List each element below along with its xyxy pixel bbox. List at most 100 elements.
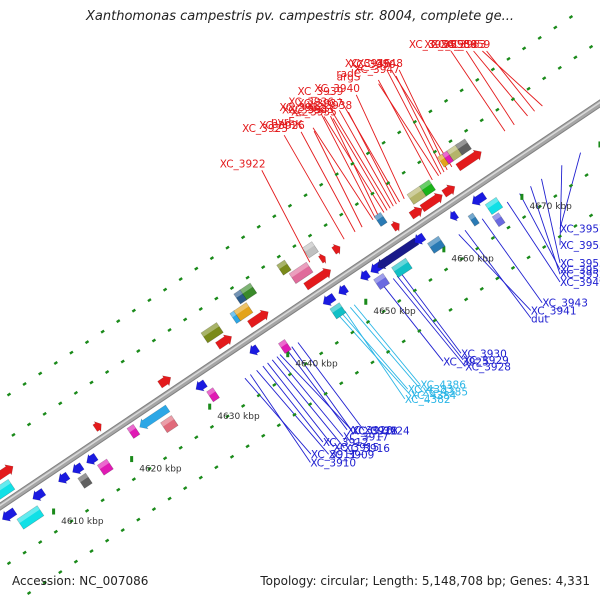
scale-dot (385, 349, 391, 354)
gene-label[interactable]: XC_3921 (352, 426, 398, 438)
scale-dot (448, 139, 453, 144)
gene-label[interactable]: XC_3953 (560, 258, 600, 270)
label-leader (506, 201, 561, 283)
gene-label[interactable]: XC_3959 (445, 39, 491, 51)
scale-dot (58, 401, 63, 406)
gene-label[interactable]: XC_3920 (347, 425, 393, 437)
gene-label[interactable]: XC_3910 (310, 457, 356, 469)
scale-dot (323, 223, 328, 228)
gene-label[interactable]: radC (336, 68, 361, 80)
gene-label[interactable]: XC_3933 (288, 104, 334, 116)
label-leader (300, 131, 356, 233)
scale-dot (292, 244, 297, 249)
gene-label[interactable]: XC_3963 (440, 39, 486, 51)
scale-dot (276, 254, 281, 259)
scale-dot (26, 591, 32, 596)
label-leader (464, 229, 532, 319)
gene-label[interactable]: XC_3928 (465, 362, 511, 374)
gene-feature (441, 150, 454, 165)
gene-label[interactable]: XC_3909 (329, 449, 375, 461)
scale-dot (588, 44, 594, 49)
label-leader (355, 94, 405, 200)
gene-label[interactable]: XC_3917 (343, 432, 389, 444)
gene-label[interactable]: XC_3958 (432, 39, 478, 51)
gene-label[interactable]: XC_3954 (409, 39, 455, 51)
scale-dot (131, 308, 137, 313)
label-leader (486, 50, 535, 112)
scale-dot (510, 265, 516, 270)
gene-feature (322, 292, 337, 306)
gene-label[interactable]: XC_3952 (560, 269, 600, 281)
gene-label[interactable]: XC_3924 (364, 425, 410, 437)
gene-label[interactable]: XC_3946 (345, 58, 391, 70)
gene-label[interactable]: XC_3956 (424, 39, 470, 51)
gene-label[interactable]: XC_3916 (344, 443, 390, 455)
scale-dot (287, 203, 293, 208)
gene-label[interactable]: XC_3923 (242, 123, 288, 135)
scale-dot (104, 538, 110, 543)
label-leader (349, 307, 423, 392)
gene-label[interactable]: XC_3948 (357, 58, 403, 70)
scale-dot (557, 65, 562, 70)
gene-label[interactable]: XC_3938 (306, 100, 352, 112)
scale-dot (6, 392, 12, 397)
gene-label[interactable]: dut (531, 313, 548, 325)
scale-dot (557, 234, 562, 239)
scale-dot (229, 454, 235, 459)
gene-feature (72, 462, 85, 475)
label-leader (262, 365, 324, 443)
gene-label[interactable]: XC_3951 (560, 265, 600, 277)
gene-label[interactable]: XC_3929 (463, 355, 509, 367)
gene-label[interactable]: XC_3941 (531, 305, 577, 317)
gene-label[interactable]: XC_4385 (422, 386, 468, 398)
scale-dot (276, 423, 281, 428)
gene-label[interactable]: XC_3947 (354, 64, 400, 76)
gene-label[interactable]: XC_3911 (311, 449, 357, 461)
gene-label[interactable]: XC_3934 (282, 104, 328, 116)
gene-label[interactable]: XC_3950 (350, 59, 396, 71)
scale-dot (89, 549, 94, 554)
gene-feature (58, 471, 71, 484)
gene-feature (471, 191, 488, 206)
gene-label[interactable]: XC_3915 (334, 442, 380, 454)
scale-tick-mark (208, 403, 212, 410)
gene-label[interactable]: XC_3932 (279, 102, 325, 114)
gene-label[interactable]: XC_3918 (352, 426, 398, 438)
gene-label[interactable]: XC_3937 (297, 98, 343, 110)
scale-dot (521, 215, 527, 220)
gene-label[interactable]: XC_3926 (259, 120, 305, 132)
scale-dot (354, 370, 360, 375)
gene-label[interactable]: XC_3957 (560, 224, 600, 236)
gene-label[interactable]: XC_3939 (298, 86, 344, 98)
scale-dot (412, 288, 418, 293)
gene-label[interactable]: XC_3949 (560, 277, 600, 289)
gene-feature (195, 379, 208, 392)
scale-dot (479, 118, 484, 123)
scale-dot (147, 466, 152, 471)
gene-feature (484, 196, 504, 216)
gene-label[interactable]: argS (337, 72, 361, 84)
gene-label[interactable]: XC_4383 (408, 384, 454, 396)
scale-dot (229, 286, 235, 291)
scale-dot (448, 307, 453, 312)
gene-label[interactable]: pyrE (271, 116, 295, 128)
gene-label[interactable]: XC_3940 (314, 83, 360, 95)
scale-dot (100, 498, 105, 503)
scale-dot (350, 330, 355, 335)
gene-label[interactable]: XC_4382 (405, 394, 451, 406)
scale-dot (183, 486, 188, 491)
gene-label[interactable]: XC_3936 (288, 96, 334, 108)
gene-label[interactable]: XC_3943 (542, 298, 588, 310)
gene-label[interactable]: anmK (272, 119, 303, 131)
gene-label[interactable]: XC_4386 (420, 380, 466, 392)
gene-label[interactable]: XC_3955 (560, 240, 600, 252)
gene-label[interactable]: XC_3925 (443, 356, 489, 368)
gene-label[interactable]: XC_3922 (220, 158, 266, 170)
gene-feature (16, 505, 45, 530)
scale-dot (365, 319, 371, 324)
gene-label[interactable]: XC_3912 (323, 437, 369, 449)
gene-label[interactable]: XC_3935 (291, 106, 337, 118)
scale-dot (120, 528, 125, 533)
gene-label[interactable]: XC_3930 (461, 348, 507, 360)
gene-label[interactable]: XC_4384 (411, 390, 457, 402)
